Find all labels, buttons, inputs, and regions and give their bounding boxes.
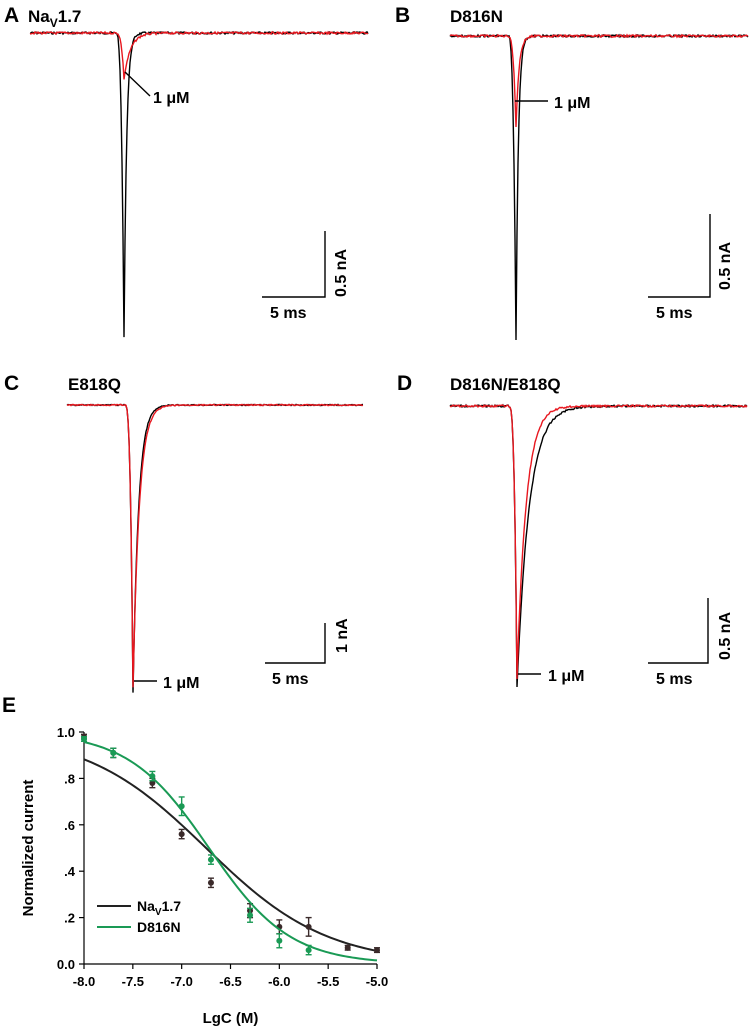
series-d816n	[81, 735, 378, 962]
legend-label: NaV1.7	[137, 898, 181, 918]
conc-label: 1 μM	[554, 95, 590, 112]
data-point	[207, 856, 214, 863]
toxin-trace	[66, 403, 364, 688]
x-tick-label: -5.5	[317, 974, 339, 989]
data-point	[305, 947, 312, 954]
scale-time-label: 5 ms	[656, 671, 693, 688]
scale-bar	[648, 598, 709, 664]
x-tick-label: -7.5	[122, 974, 144, 989]
x-tick-label: -8.0	[73, 974, 95, 989]
y-axis-label: Normalized current	[20, 780, 37, 917]
panel-label-d: D	[397, 372, 412, 395]
conc-label: 1 μM	[153, 90, 189, 107]
data-point	[110, 749, 117, 756]
scale-bar	[648, 214, 711, 298]
data-point	[374, 947, 380, 954]
conc-label: 1 μM	[548, 668, 584, 685]
legend-label: D816N	[137, 919, 181, 935]
y-tick-label: 1.0	[57, 725, 75, 740]
series-nav17	[81, 733, 380, 954]
panel-label-e: E	[2, 694, 16, 717]
x-tick-label: -5.0	[366, 974, 388, 989]
panel-label-c: C	[4, 372, 19, 395]
panel-label-a: A	[4, 4, 19, 27]
panel-b: B D816N 1 μM 5 ms 0.5 nA	[395, 4, 749, 340]
control-trace	[449, 33, 749, 340]
y-tick-label: .8	[64, 771, 75, 786]
data-point	[344, 944, 351, 951]
conc-label: 1 μM	[163, 675, 199, 692]
data-point	[81, 735, 87, 742]
fit-curve	[83, 758, 378, 952]
panel-a-title: NaV1.7	[28, 7, 81, 30]
x-tick-label: -6.5	[219, 974, 241, 989]
panel-d-traces	[449, 403, 748, 688]
y-tick-label: .6	[64, 818, 75, 833]
toxin-trace	[449, 33, 749, 128]
scale-current-label: 0.5 nA	[717, 612, 734, 660]
x-tick-label: -6.0	[268, 974, 290, 989]
x-tick-label: -7.0	[170, 974, 192, 989]
data-point	[207, 879, 214, 886]
scale-current-label: 1 nA	[334, 618, 351, 653]
control-trace	[449, 403, 748, 688]
panel-label-b: B	[395, 4, 410, 27]
y-tick-label: .2	[64, 911, 75, 926]
scale-bar	[265, 623, 326, 664]
data-point	[178, 831, 185, 838]
panel-a-traces	[29, 30, 369, 338]
control-trace	[29, 30, 369, 338]
fit-curve	[83, 741, 378, 962]
conc-leader-line	[124, 71, 151, 97]
data-point	[276, 937, 283, 944]
x-axis-label: LgC (M)	[203, 1010, 259, 1027]
panel-c-traces	[66, 403, 364, 693]
dose-response-chart: -8.0 -7.5 -7.0 -6.5 -6.0 -5.5 -5.0 0.0 .2 .4 .6 .8 1…	[20, 725, 388, 1027]
panel-b-traces	[449, 33, 749, 340]
panel-d-title: D816N/E818Q	[450, 375, 561, 394]
data-point	[149, 780, 156, 787]
panel-e: E -8.0 -7.5 -7.0 -6.5 -6.0 -5.5 -5.0 0.0 .2 .4 .6.…	[2, 694, 388, 1027]
panel-c: C E818Q 1 μM 5 ms 1 nA	[4, 372, 364, 693]
scale-time-label: 5 ms	[272, 671, 309, 688]
toxin-trace	[29, 30, 369, 80]
panel-d: D D816N/E818Q 1 μM 5 ms 0.5 nA	[397, 372, 748, 688]
scale-time-label: 5 ms	[270, 305, 307, 322]
panel-a: A NaV1.7 1 μM 5 ms 0.5 nA	[4, 4, 369, 338]
data-point	[305, 923, 312, 930]
y-tick-label: .4	[64, 864, 76, 879]
scale-current-label: 0.5 nA	[717, 242, 734, 290]
y-tick-label: 0.0	[57, 957, 75, 972]
panel-c-title: E818Q	[68, 375, 121, 394]
scale-bar	[262, 231, 326, 298]
data-point	[178, 803, 185, 810]
scale-current-label: 0.5 nA	[333, 249, 350, 297]
toxin-trace	[449, 404, 748, 679]
data-point	[247, 912, 254, 919]
data-point	[149, 773, 156, 780]
scale-time-label: 5 ms	[656, 305, 693, 322]
panel-b-title: D816N	[450, 7, 503, 26]
control-trace	[66, 403, 364, 693]
